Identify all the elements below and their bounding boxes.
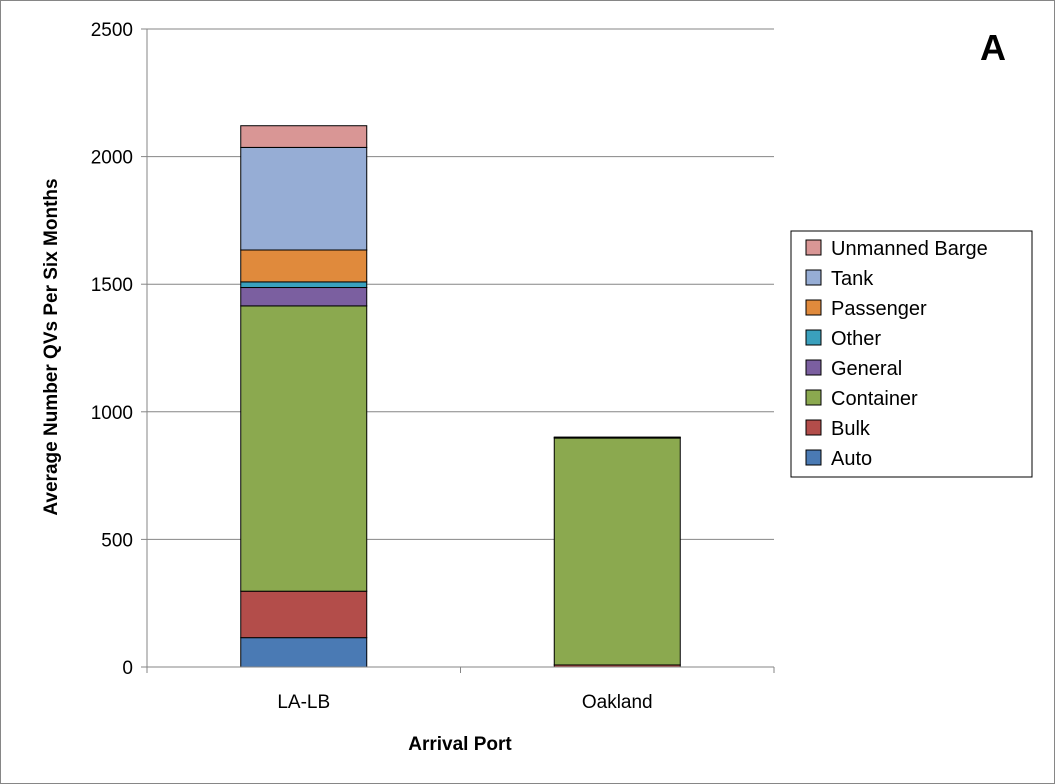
legend-label: Container: [831, 388, 918, 410]
x-tick-label: LA-LB: [277, 692, 330, 713]
y-tick-label: 1500: [91, 275, 133, 296]
legend-swatch-bulk: [805, 419, 822, 436]
panel-label: A: [980, 27, 1006, 68]
x-tick-label: Oakland: [582, 692, 653, 713]
bar-segment-tank: [553, 436, 681, 439]
bar-segment-general: [240, 287, 368, 307]
y-tick-label: 0: [122, 658, 133, 679]
y-tick-label: 500: [101, 530, 133, 551]
tick-labels: 0 500 1000 1500 2000 2500 LA-LB Oakland: [91, 20, 653, 713]
bars: [240, 125, 681, 668]
legend-label: Unmanned Barge: [831, 238, 988, 260]
legend-swatch-unmanned-barge: [805, 239, 822, 256]
bar-segment-tank: [240, 146, 368, 251]
legend-box: [790, 230, 1033, 478]
legend-label: Other: [831, 328, 881, 350]
legend-label: Passenger: [831, 298, 927, 320]
legend-label: Auto: [831, 448, 872, 470]
legend-swatch-tank: [805, 269, 822, 286]
legend-swatch-passenger: [805, 299, 822, 316]
bar-segment-bulk: [240, 590, 368, 639]
legend-label: Tank: [831, 268, 874, 290]
legend-swatch-container: [805, 389, 822, 406]
bar-segment-other: [240, 281, 368, 289]
bar-segment-unmanned-barge: [240, 125, 368, 148]
x-axis-title: Arrival Port: [408, 734, 512, 755]
legend-swatch-auto: [805, 449, 822, 466]
y-tick-label: 2500: [91, 20, 133, 41]
legend-swatch-general: [805, 359, 822, 376]
y-tick-label: 1000: [91, 403, 133, 424]
bar-segment-passenger: [240, 249, 368, 283]
legend-label: General: [831, 358, 902, 380]
axes: [141, 28, 775, 673]
legend-label: Bulk: [831, 418, 871, 440]
y-tick-label: 2000: [91, 148, 133, 169]
bar-segment-auto: [240, 637, 368, 668]
bar-segment-container: [240, 305, 368, 592]
legend-swatch-other: [805, 329, 822, 346]
bar-segment-container: [553, 437, 681, 666]
legend: Unmanned Barge Tank Passenger Other General C…: [790, 230, 1033, 478]
y-axis-title: Average Number QVs Per Six Months: [41, 178, 62, 515]
